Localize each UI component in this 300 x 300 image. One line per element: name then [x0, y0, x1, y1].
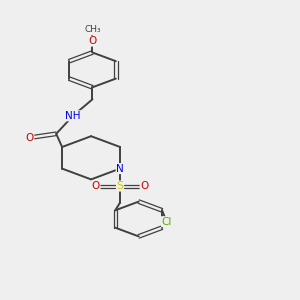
Text: O: O	[88, 36, 97, 46]
Text: Cl: Cl	[161, 217, 172, 227]
Text: O: O	[26, 133, 34, 143]
Text: S: S	[116, 181, 124, 191]
Text: NH: NH	[65, 111, 81, 121]
Text: O: O	[140, 181, 148, 191]
Text: CH₃: CH₃	[84, 26, 101, 34]
Text: N: N	[116, 164, 124, 174]
Text: O: O	[92, 181, 100, 191]
